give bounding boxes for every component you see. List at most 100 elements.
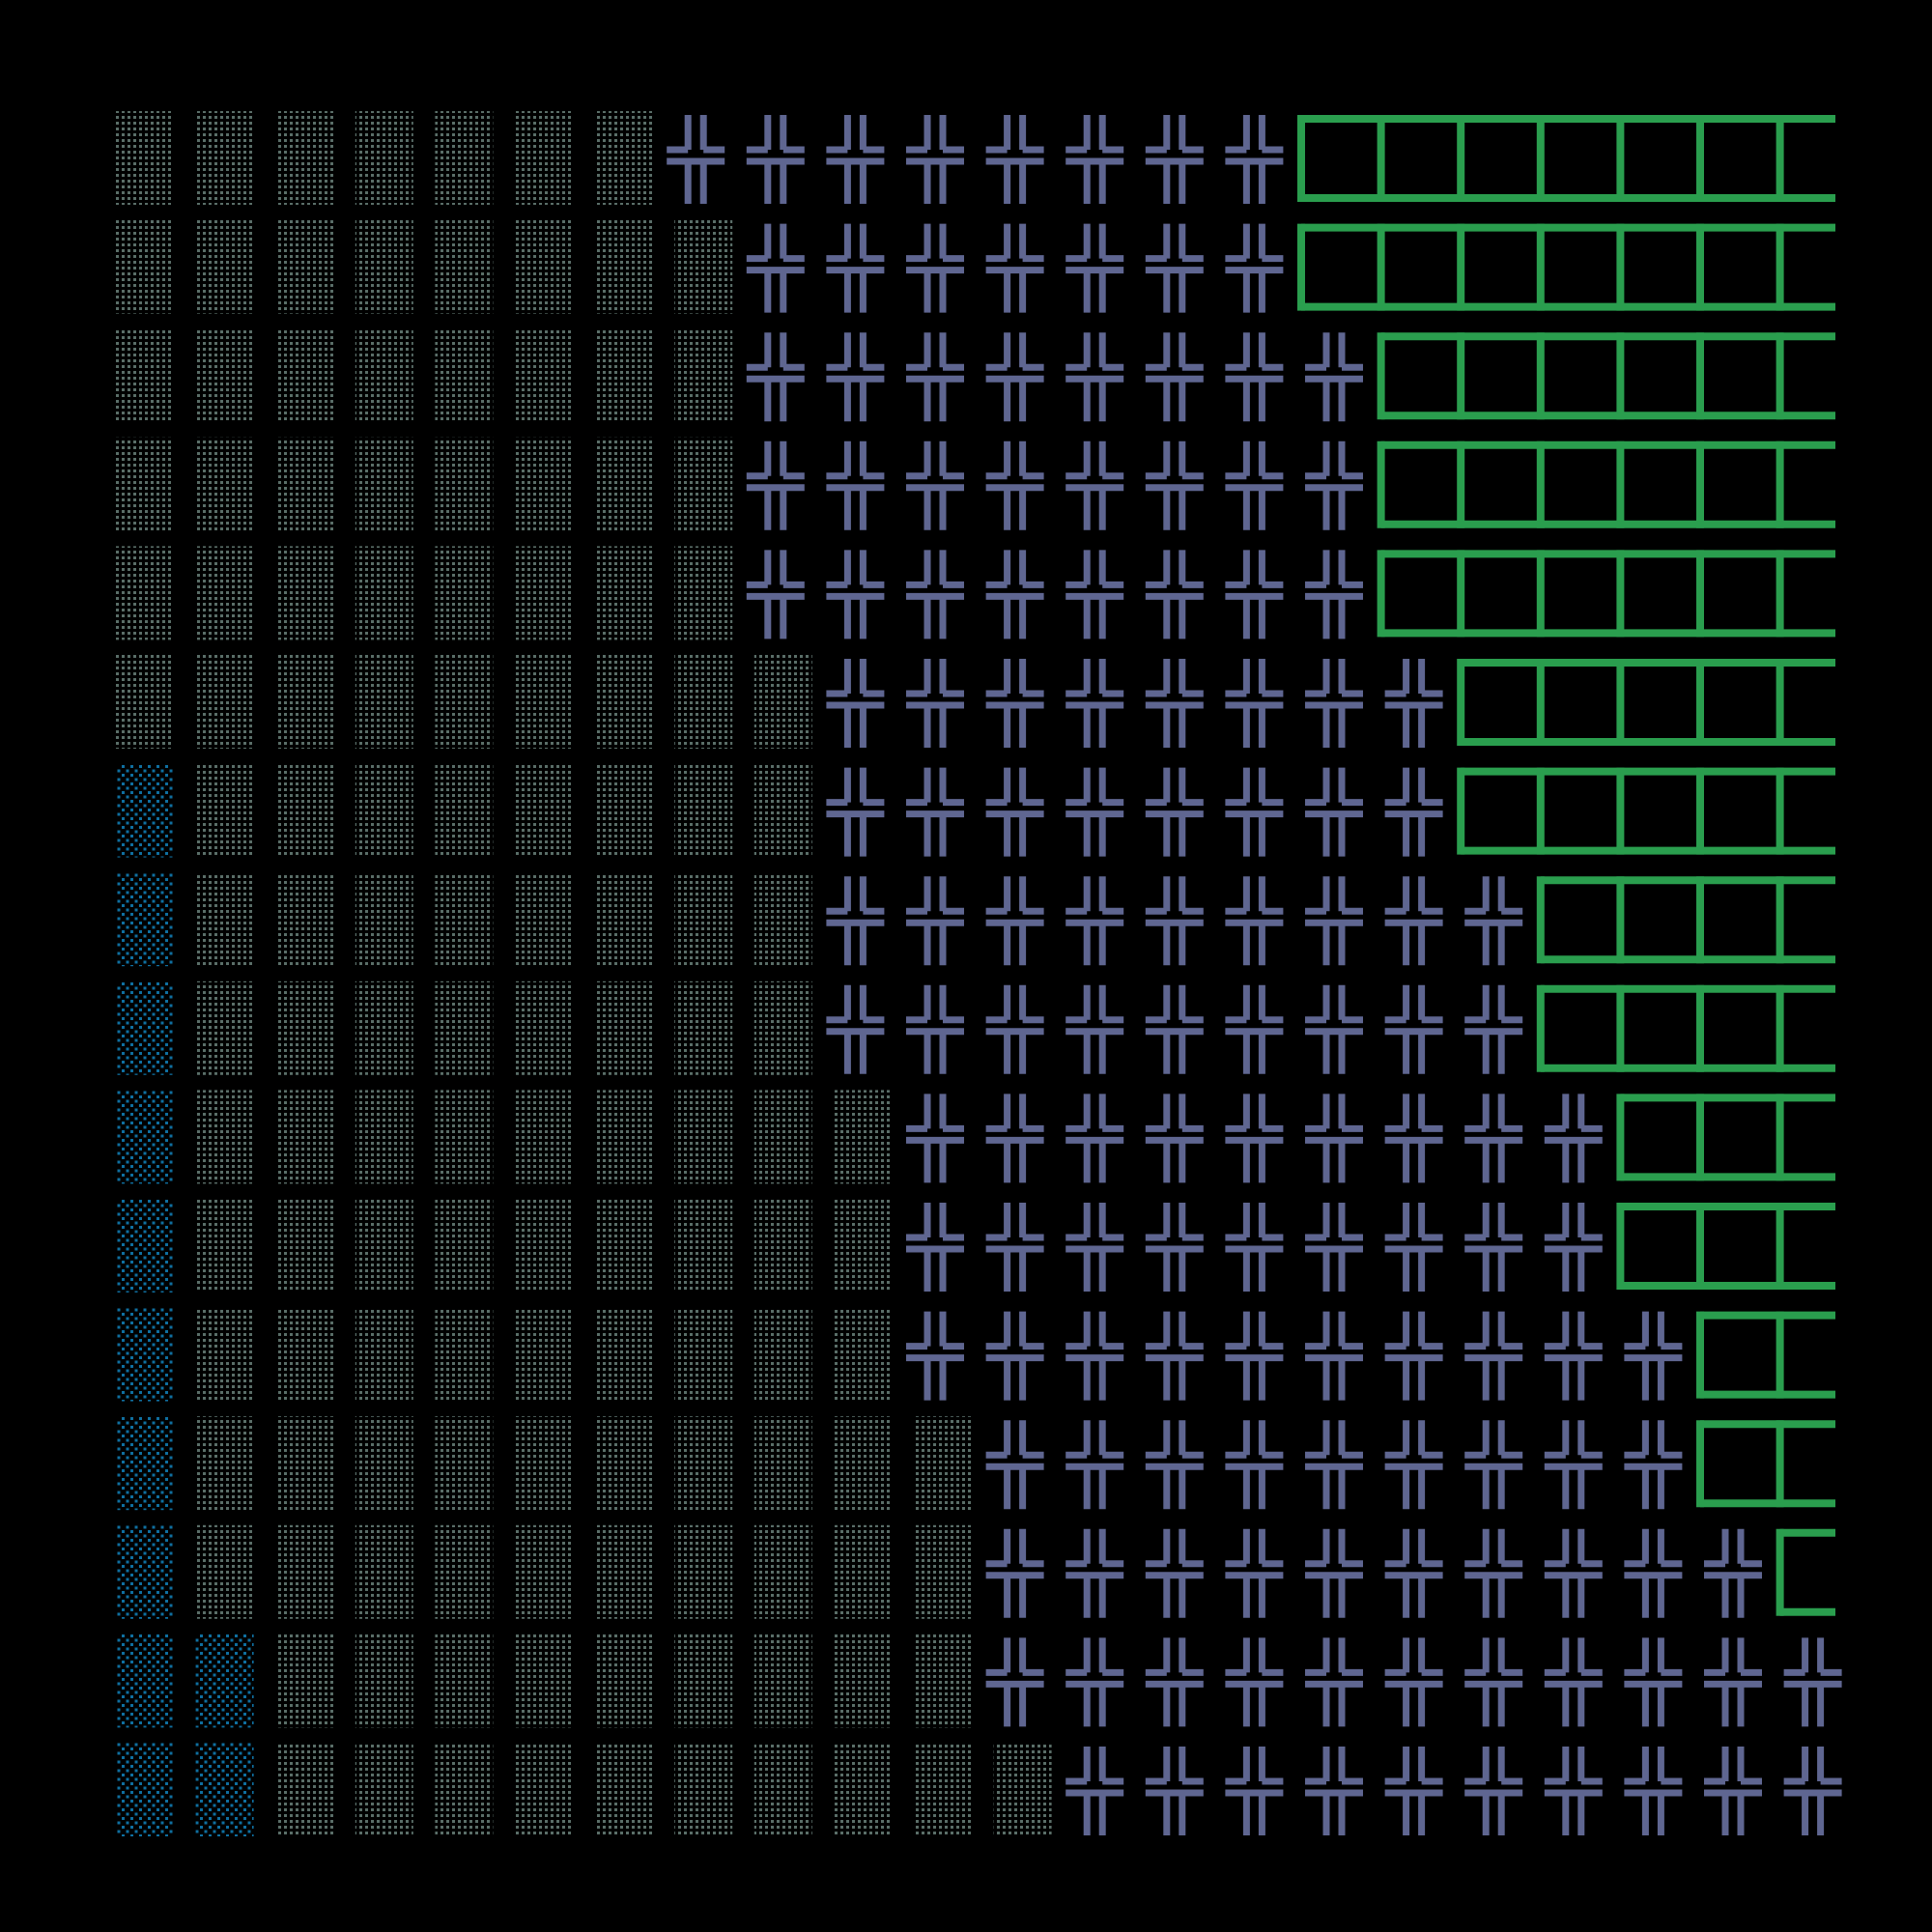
- dither-tile: [195, 1199, 254, 1293]
- dither-tile: [834, 1524, 893, 1619]
- dither-tile: [195, 872, 254, 967]
- double-cross-glyph: [985, 659, 1044, 748]
- double-cross-glyph: [1305, 1528, 1363, 1618]
- dither-tile: [515, 1199, 573, 1293]
- dither-tile: [195, 1524, 254, 1619]
- double-cross-glyph: [985, 550, 1044, 639]
- double-cross-glyph: [1145, 1420, 1204, 1510]
- dither-tile: [674, 980, 733, 1075]
- dither-tile: [275, 1090, 334, 1184]
- double-cross-glyph: [1305, 1747, 1363, 1835]
- dither-tile: [275, 980, 334, 1075]
- double-cross-glyph: [985, 767, 1044, 857]
- dither-tile: [355, 546, 413, 640]
- double-cross-glyph: [1704, 1528, 1762, 1618]
- dither-tile: [674, 1524, 733, 1619]
- double-cross-glyph: [985, 223, 1044, 313]
- double-cross-glyph: [826, 440, 885, 530]
- double-cross-glyph: [1145, 332, 1204, 422]
- double-cross-glyph: [1065, 876, 1124, 966]
- dither-tile: [355, 980, 413, 1075]
- double-cross-glyph: [1464, 876, 1523, 966]
- blue-dither-tile: [116, 1524, 174, 1619]
- double-cross-glyph: [1145, 767, 1204, 857]
- double-cross-glyph: [1464, 1094, 1523, 1183]
- dither-tile: [674, 872, 733, 967]
- dither-tile: [275, 1199, 334, 1293]
- dither-tile: [435, 1199, 494, 1293]
- dither-tile: [594, 1307, 653, 1402]
- double-cross-glyph: [906, 223, 964, 313]
- double-cross-glyph: [1544, 1420, 1603, 1510]
- dither-tile: [515, 655, 573, 749]
- dither-tile: [674, 437, 733, 531]
- double-cross-glyph: [1305, 440, 1363, 530]
- dither-tile: [834, 1307, 893, 1402]
- double-cross-glyph: [1145, 550, 1204, 639]
- double-cross-glyph: [985, 1094, 1044, 1183]
- double-cross-glyph: [1065, 115, 1124, 204]
- dither-tile: [275, 655, 334, 749]
- dither-tile: [275, 763, 334, 858]
- double-cross-glyph: [906, 332, 964, 422]
- dither-tile: [753, 1416, 812, 1511]
- double-cross-glyph: [906, 440, 964, 530]
- double-cross-glyph: [985, 984, 1044, 1074]
- dither-tile: [515, 872, 573, 967]
- dither-tile: [275, 872, 334, 967]
- dither-tile: [275, 546, 334, 640]
- dither-tile: [753, 763, 812, 858]
- double-cross-glyph: [667, 115, 725, 204]
- double-cross-glyph: [1065, 550, 1124, 639]
- double-cross-glyph: [1624, 1637, 1683, 1727]
- dither-tile: [515, 763, 573, 858]
- dither-tile: [435, 219, 494, 314]
- double-cross-glyph: [906, 1203, 964, 1292]
- double-cross-glyph: [1464, 1637, 1523, 1727]
- dither-tile: [674, 328, 733, 423]
- dither-tile: [515, 437, 573, 531]
- dither-tile: [753, 872, 812, 967]
- double-cross-glyph: [1305, 1311, 1363, 1401]
- green-box-row: [1696, 1420, 1835, 1508]
- double-cross-glyph: [746, 223, 805, 313]
- dither-tile: [753, 1524, 812, 1619]
- double-cross-glyph: [906, 659, 964, 748]
- green-box-row: [1776, 1528, 1835, 1616]
- dither-tile: [435, 111, 494, 205]
- double-cross-glyph: [1065, 1420, 1124, 1510]
- blue-dither-tile: [116, 980, 174, 1075]
- double-cross-glyph: [1464, 984, 1523, 1074]
- dither-tile: [435, 437, 494, 531]
- dither-tile: [594, 111, 653, 205]
- double-cross-glyph: [1145, 1637, 1204, 1727]
- double-cross-glyph: [1065, 440, 1124, 530]
- double-cross-glyph: [1065, 1203, 1124, 1292]
- dither-tile: [594, 1090, 653, 1184]
- dither-tile: [674, 655, 733, 749]
- double-cross-glyph: [1305, 1637, 1363, 1727]
- double-cross-glyph: [1225, 1747, 1284, 1835]
- dither-tile: [515, 219, 573, 314]
- dither-tile: [355, 1199, 413, 1293]
- blue-dither-tile: [116, 1416, 174, 1511]
- double-cross-glyph: [1384, 1747, 1443, 1835]
- dither-tile: [914, 1743, 972, 1836]
- double-cross-glyph: [1305, 550, 1363, 639]
- double-cross-glyph: [826, 223, 885, 313]
- green-box-row: [1297, 115, 1835, 202]
- double-cross-glyph: [1065, 223, 1124, 313]
- double-cross-glyph: [906, 767, 964, 857]
- double-cross-glyph: [1384, 1203, 1443, 1292]
- double-cross-glyph: [1065, 1311, 1124, 1401]
- dither-tile: [594, 763, 653, 858]
- dither-tile: [753, 1634, 812, 1728]
- dither-tile: [355, 655, 413, 749]
- dither-tile: [515, 1634, 573, 1728]
- double-cross-glyph: [826, 550, 885, 639]
- double-cross-glyph: [1145, 659, 1204, 748]
- green-box-row: [1457, 767, 1835, 855]
- double-cross-glyph: [1145, 1203, 1204, 1292]
- tile-grid: [116, 111, 1842, 1836]
- double-cross-glyph: [1305, 767, 1363, 857]
